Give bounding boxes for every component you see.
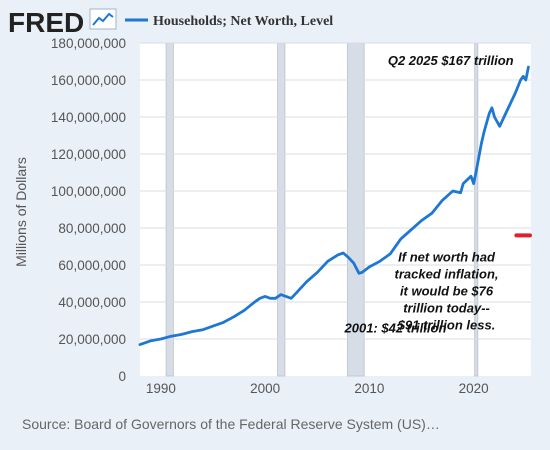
y-tick-label: 140,000,000 xyxy=(51,110,126,125)
y-tick-label: 180,000,000 xyxy=(51,36,126,51)
x-tick-label: 2000 xyxy=(250,381,280,396)
recession-band xyxy=(165,42,174,377)
y-tick-label: 100,000,000 xyxy=(51,184,126,199)
y-axis-label: Millions of Dollars xyxy=(13,157,29,267)
y-tick-label: 0 xyxy=(118,369,126,384)
y-tick-label: 80,000,000 xyxy=(58,221,126,236)
trend-line-icon xyxy=(89,8,117,30)
annotation-line: If net worth had xyxy=(398,249,496,264)
plot-area xyxy=(140,43,531,376)
x-tick-label: 2010 xyxy=(354,381,384,396)
annotation-line: $91 trillion less. xyxy=(397,317,496,332)
chart-annotation: 2001: $42 trillion xyxy=(344,321,447,336)
recession-band xyxy=(277,42,286,377)
grid-lines xyxy=(140,42,531,340)
legend-label: Households; Net Worth, Level xyxy=(153,14,333,29)
x-tick-label: 2020 xyxy=(459,381,489,396)
annotation-line: trillion today-- xyxy=(403,300,490,315)
y-tick-label: 120,000,000 xyxy=(51,147,126,162)
y-tick-label: 40,000,000 xyxy=(58,295,126,310)
annotation-line: it would be $76 xyxy=(400,283,494,298)
series-line[interactable] xyxy=(138,65,530,347)
x-axis-ticks: 1990 2000 2010 2020 xyxy=(146,381,489,396)
annotation-line: Q2 2025 $167 trillion xyxy=(388,53,514,68)
chart-header: FRED Households; Net Worth, Level xyxy=(8,7,333,38)
source-note: Source: Board of Governors of the Federa… xyxy=(22,416,440,432)
chart-annotation: Q2 2025 $167 trillion xyxy=(388,53,514,68)
y-tick-label: 20,000,000 xyxy=(58,332,126,347)
y-tick-label: 160,000,000 xyxy=(51,73,126,88)
series-layer xyxy=(138,65,530,347)
y-tick-label: 60,000,000 xyxy=(58,258,126,273)
annotation-line: tracked inflation, xyxy=(395,266,499,281)
annotation-line: 2001: $42 trillion xyxy=(344,321,447,336)
fred-logo[interactable]: FRED xyxy=(8,7,84,38)
chart-annotation: If net worth had tracked inflation, it wou… xyxy=(395,249,499,332)
y-axis-ticks: 0 20,000,000 40,000,000 60,000,000 80,000,00… xyxy=(51,36,126,384)
x-tick-label: 1990 xyxy=(146,381,176,396)
